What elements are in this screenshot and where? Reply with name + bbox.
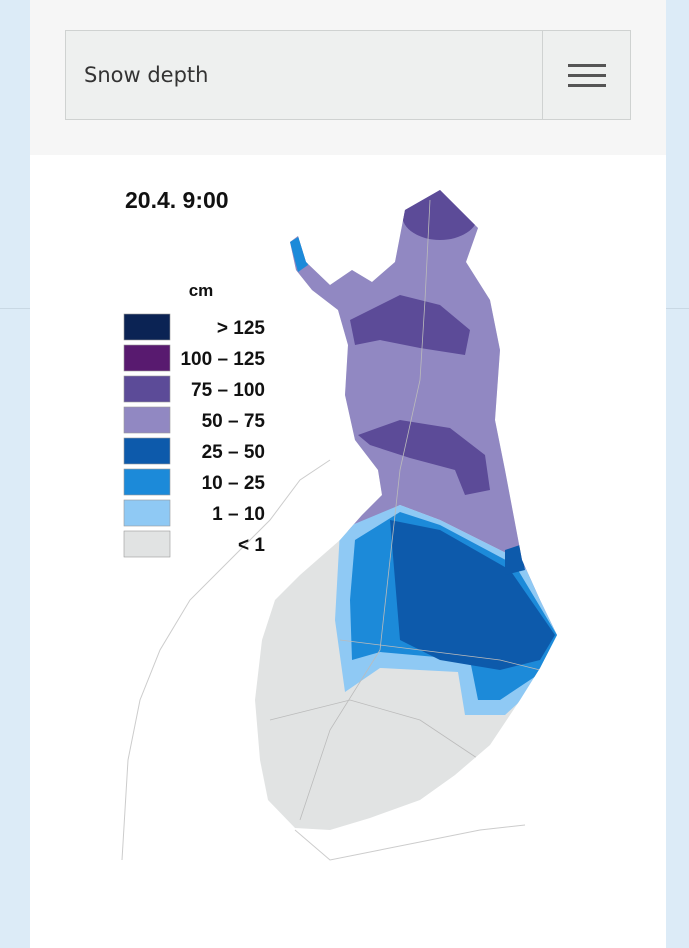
neighbor-outline <box>121 459 526 861</box>
legend-label: 75 – 100 <box>191 380 265 401</box>
legend-label: 10 – 25 <box>202 473 266 494</box>
legend-label: < 1 <box>238 535 265 556</box>
page-title: Snow depth <box>84 63 209 87</box>
legend-label: 50 – 75 <box>202 411 266 432</box>
separator <box>666 308 689 309</box>
legend-swatch <box>123 437 171 465</box>
legend: > 125 100 – 125 75 – 100 50 – 75 25 – 50 10 –… <box>123 313 266 558</box>
map-regions <box>255 190 557 830</box>
header-bar: Snow depth <box>30 0 666 155</box>
legend-swatch <box>123 313 171 341</box>
map-timestamp: 20.4. 9:00 <box>125 187 229 213</box>
legend-swatch <box>123 530 171 558</box>
nav-box: Snow depth <box>65 30 631 120</box>
legend-swatch <box>123 344 171 372</box>
legend-label: 1 – 10 <box>212 504 265 525</box>
legend-label: > 125 <box>217 318 266 339</box>
legend-label: 25 – 50 <box>202 442 265 463</box>
legend-swatch <box>123 468 171 496</box>
menu-button[interactable] <box>542 31 631 119</box>
legend-swatch <box>123 499 171 527</box>
legend-label: 100 – 125 <box>180 349 265 370</box>
road-network <box>269 199 541 821</box>
legend-unit: cm <box>189 281 214 300</box>
legend-swatch <box>123 406 171 434</box>
legend-swatch <box>123 375 171 403</box>
separator <box>0 308 30 309</box>
